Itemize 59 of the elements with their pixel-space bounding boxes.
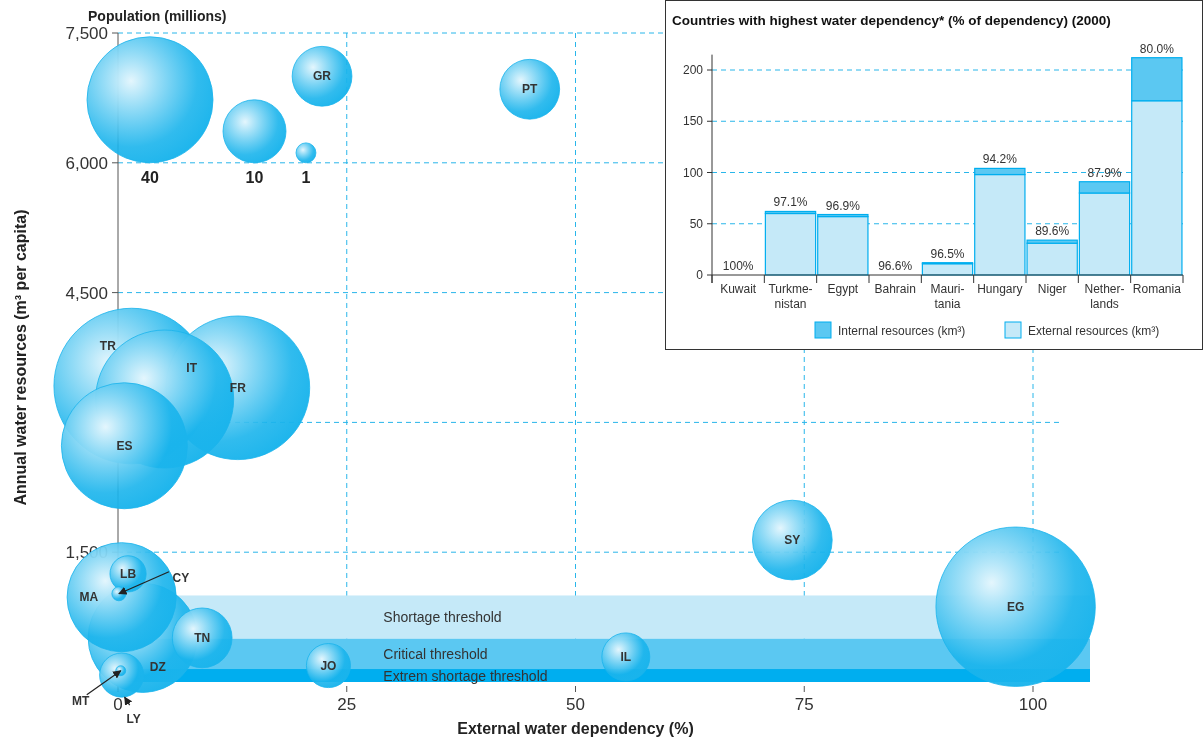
band-label: Extrem shortage threshold <box>383 667 548 684</box>
annotation: 89.6% <box>1035 224 1070 239</box>
annotation: 96.6% <box>878 259 913 273</box>
x-tick-label: 75 <box>794 695 814 714</box>
x-tick-label: 0 <box>113 695 123 714</box>
series-label: TR <box>99 338 117 353</box>
legend-label: 10 <box>245 168 264 186</box>
series-label: JO <box>320 658 337 673</box>
x-axis-title: External water dependency (%) <box>457 720 694 737</box>
x-tick-label: Romania <box>1132 282 1182 296</box>
series-label: IL <box>620 649 632 664</box>
series-label: GR <box>313 69 332 84</box>
band-label: Shortage threshold <box>383 609 502 626</box>
legend-title: Population (millions) <box>88 8 227 24</box>
annotation: 100% <box>722 259 754 273</box>
series-label: LB <box>120 566 137 581</box>
y-axis-title: Annual water resources (m³ per capita) <box>12 209 29 506</box>
x-tick-label: Bahrain <box>874 282 916 296</box>
x-tick-label: Hungary <box>977 282 1023 296</box>
y-tick-label: 150 <box>682 114 704 129</box>
annotation: 87.9% <box>1087 165 1122 180</box>
series-label: EG <box>1006 599 1025 614</box>
series-label: IT <box>186 360 198 375</box>
annotation: 80.0% <box>1139 41 1175 56</box>
legend-label: External resources (km³) <box>1028 324 1160 338</box>
band-label: Critical threshold <box>383 645 488 662</box>
legend-label: 1 <box>301 168 311 186</box>
x-tick-label: 50 <box>566 695 585 714</box>
y-tick-label: 50 <box>689 216 704 231</box>
legend-label: 40 <box>141 168 159 186</box>
x-tick-label: Kuwait <box>720 282 757 296</box>
x-tick-label: Mauri- tania <box>930 282 965 311</box>
x-tick-label: Niger <box>1037 282 1067 296</box>
x-tick-label: 25 <box>337 695 357 714</box>
annotation: 94.2% <box>982 152 1018 167</box>
series-label: SY <box>784 533 801 548</box>
series-label: TN <box>194 630 211 645</box>
y-tick-label: 0 <box>696 268 704 282</box>
x-tick-label: Nether- lands <box>1084 282 1125 311</box>
legend-label: Internal resources (km³) <box>838 324 966 338</box>
chart-title: Countries with highest water dependency* (% of dependency) (2000) <box>672 13 1111 28</box>
series-label: LY <box>126 712 141 727</box>
y-tick-label: 6,000 <box>65 153 108 173</box>
series-label: DZ <box>149 659 166 674</box>
series-label: ES <box>116 438 133 453</box>
y-tick-label: 7,500 <box>65 24 108 43</box>
annotation: 96.5% <box>930 246 965 261</box>
y-tick-label: 100 <box>682 165 704 180</box>
series-label: PT <box>522 82 539 97</box>
legend-label: CY <box>172 570 190 585</box>
series-label: MA <box>79 590 99 605</box>
x-tick-label: Egypt <box>827 282 859 296</box>
y-tick-label: 4,500 <box>65 283 108 303</box>
annotation: 97.1% <box>773 195 808 210</box>
x-tick-label: Turkme- nistan <box>768 282 813 311</box>
y-tick-label: 200 <box>682 63 704 77</box>
text: MT <box>72 693 91 708</box>
x-tick-label: 100 <box>1018 695 1048 714</box>
annotation: 96.9% <box>825 198 861 213</box>
